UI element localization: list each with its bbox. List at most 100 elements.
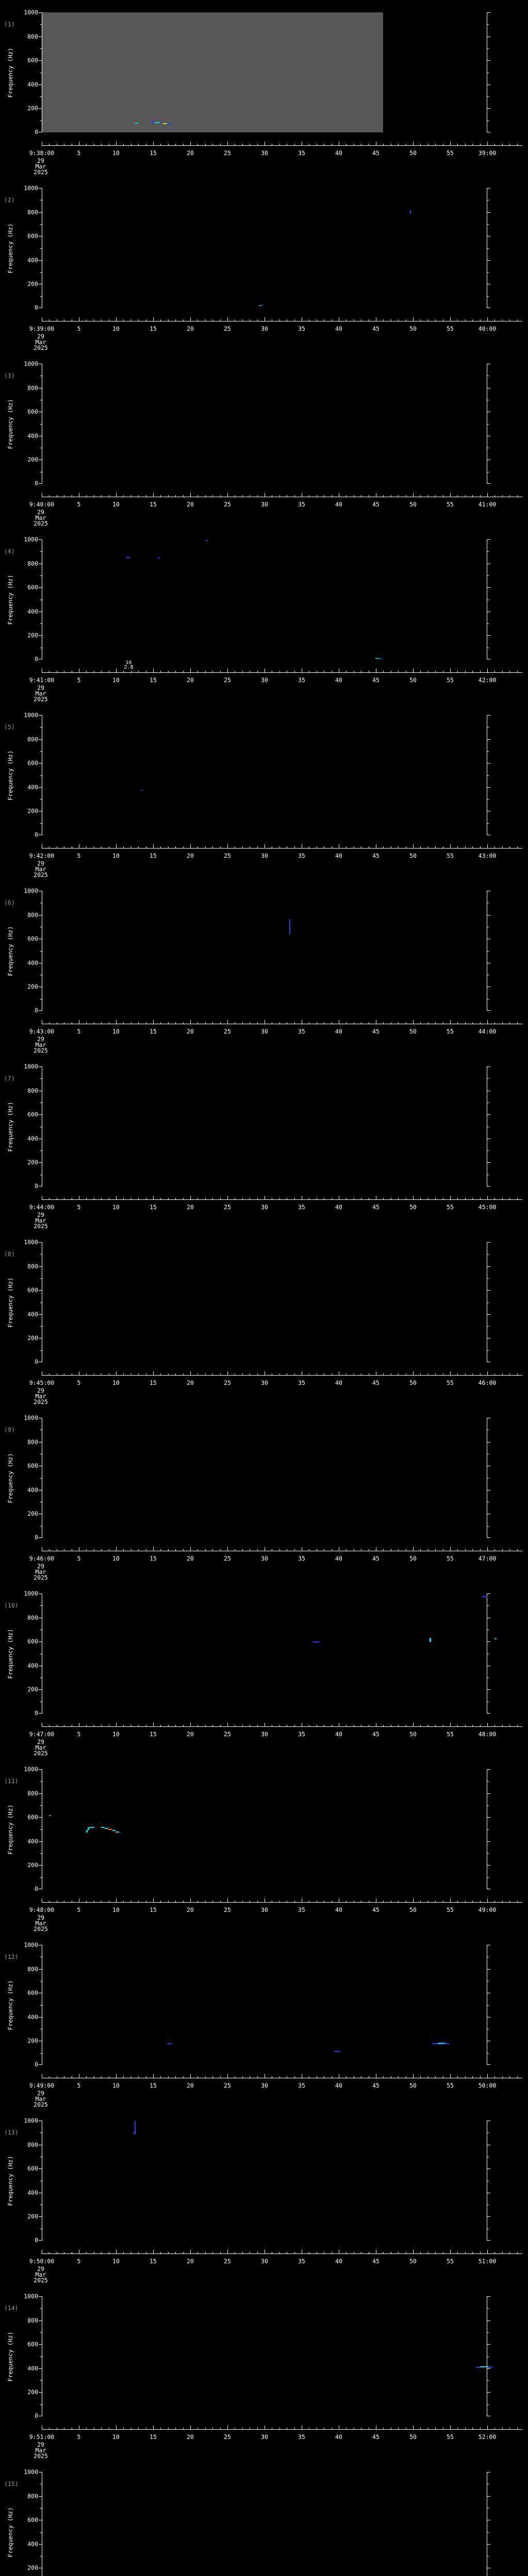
x-tick bbox=[257, 1373, 258, 1375]
x-tick bbox=[413, 844, 414, 848]
x-tick bbox=[465, 670, 466, 672]
x-tick-label: 30 bbox=[261, 1028, 268, 1035]
panel-start-time-label: 9:50:00 bbox=[29, 2258, 55, 2265]
x-tick bbox=[205, 1900, 206, 1902]
y-tick bbox=[39, 2240, 42, 2241]
y-tick bbox=[487, 2404, 489, 2405]
x-tick bbox=[494, 495, 496, 497]
y-tick-label: 0 bbox=[35, 1534, 38, 1541]
x-tick-label: 35 bbox=[298, 852, 305, 859]
y-tick-label: 400 bbox=[27, 1135, 38, 1142]
x-tick bbox=[435, 1724, 436, 1726]
x-tick-label: 10 bbox=[112, 2082, 120, 2089]
y-tick-label: 1000 bbox=[24, 1063, 38, 1070]
x-tick bbox=[257, 319, 258, 321]
y-tick bbox=[39, 1242, 42, 1243]
panel-start-time-label: 9:40:00 bbox=[29, 501, 55, 508]
date-label: 29 bbox=[37, 2090, 44, 2097]
x-tick bbox=[138, 670, 139, 672]
x-tick bbox=[220, 1022, 221, 1024]
x-tick bbox=[517, 1022, 518, 1024]
y-tick bbox=[487, 2392, 490, 2393]
x-tick bbox=[227, 493, 228, 497]
y-tick bbox=[487, 260, 490, 261]
x-tick bbox=[413, 317, 414, 321]
y-tick-label: 0 bbox=[35, 480, 38, 487]
panel-start-time-label: 9:46:00 bbox=[29, 1555, 55, 1562]
x-tick bbox=[49, 1373, 50, 1375]
y-tick bbox=[487, 715, 490, 716]
x-tick bbox=[212, 319, 213, 321]
x-tick bbox=[242, 319, 243, 321]
x-tick bbox=[160, 1197, 161, 1199]
y-tick bbox=[40, 1526, 42, 1527]
x-tick bbox=[413, 142, 414, 145]
x-tick bbox=[212, 1373, 213, 1375]
signal-mark bbox=[119, 1832, 121, 1833]
y-tick-label: 600 bbox=[27, 935, 38, 942]
panel-index-label: (4) bbox=[4, 548, 15, 555]
x-tick bbox=[242, 1549, 243, 1551]
signal-mark bbox=[86, 1830, 88, 1833]
x-tick-label: 55 bbox=[447, 1555, 454, 1562]
x-tick-label: 50 bbox=[409, 2433, 417, 2441]
y-tick bbox=[39, 1114, 42, 1115]
x-tick bbox=[123, 2427, 124, 2429]
x-tick bbox=[123, 1197, 124, 1199]
x-tick bbox=[116, 1371, 117, 1375]
x-tick-label: 50 bbox=[409, 1028, 417, 1035]
date-label: Mar bbox=[35, 338, 46, 346]
x-tick-label: 40 bbox=[335, 501, 342, 508]
y-tick bbox=[487, 2240, 490, 2241]
y-axis-title: Frequency (Hz) bbox=[7, 1453, 14, 1503]
x-tick-label: 45 bbox=[372, 1555, 380, 1562]
y-tick-label: 400 bbox=[27, 1486, 38, 1494]
y-tick bbox=[40, 1829, 42, 1830]
panel-start-time-label: 9:39:00 bbox=[29, 325, 55, 332]
date-label: 2025 bbox=[34, 2277, 48, 2284]
y-tick bbox=[39, 739, 42, 740]
x-tick bbox=[123, 319, 124, 321]
x-tick-label: 20 bbox=[187, 1028, 194, 1035]
x-tick bbox=[465, 319, 466, 321]
y-tick bbox=[40, 623, 42, 624]
x-tick bbox=[257, 2427, 258, 2429]
y-tick bbox=[40, 2508, 42, 2509]
x-tick-label: 10 bbox=[112, 149, 120, 157]
x-tick bbox=[494, 143, 496, 145]
y-tick bbox=[40, 2404, 42, 2405]
date-label: 29 bbox=[37, 2441, 44, 2448]
x-tick bbox=[175, 670, 176, 672]
x-tick bbox=[212, 2251, 213, 2253]
panel-start-time-label: 9:49:00 bbox=[29, 2082, 55, 2089]
x-tick bbox=[197, 319, 199, 321]
y-tick bbox=[39, 260, 42, 261]
y-tick-label: 1000 bbox=[24, 2117, 38, 2124]
y-tick bbox=[487, 2508, 489, 2509]
x-tick bbox=[413, 1723, 414, 1726]
x-tick bbox=[487, 2074, 488, 2078]
x-tick-label: 50 bbox=[409, 852, 417, 859]
y-tick bbox=[487, 224, 489, 225]
x-tick bbox=[502, 1900, 503, 1902]
signal-mark bbox=[108, 1828, 112, 1830]
x-tick bbox=[123, 1022, 124, 1024]
y-tick bbox=[487, 1865, 490, 1866]
y-tick-label: 0 bbox=[35, 1007, 38, 1014]
x-tick-label: 40 bbox=[335, 2433, 342, 2441]
y-tick bbox=[487, 1066, 490, 1067]
x-tick bbox=[123, 670, 124, 672]
x-tick bbox=[487, 1723, 488, 1726]
x-tick bbox=[220, 2427, 221, 2429]
x-tick bbox=[509, 2076, 510, 2078]
x-axis-line bbox=[42, 848, 522, 849]
x-tick bbox=[517, 1373, 518, 1375]
x-tick bbox=[398, 319, 399, 321]
x-tick bbox=[138, 1549, 139, 1551]
y-tick bbox=[487, 1689, 490, 1690]
x-tick bbox=[502, 495, 503, 497]
spectrogram-panel-8: (8) Frequency (Hz) 0 200 400 600 800 1000 9:45:0… bbox=[0, 1230, 528, 1405]
x-tick bbox=[175, 1022, 176, 1024]
y-tick bbox=[487, 587, 490, 588]
y-tick-label: 200 bbox=[27, 2564, 38, 2571]
